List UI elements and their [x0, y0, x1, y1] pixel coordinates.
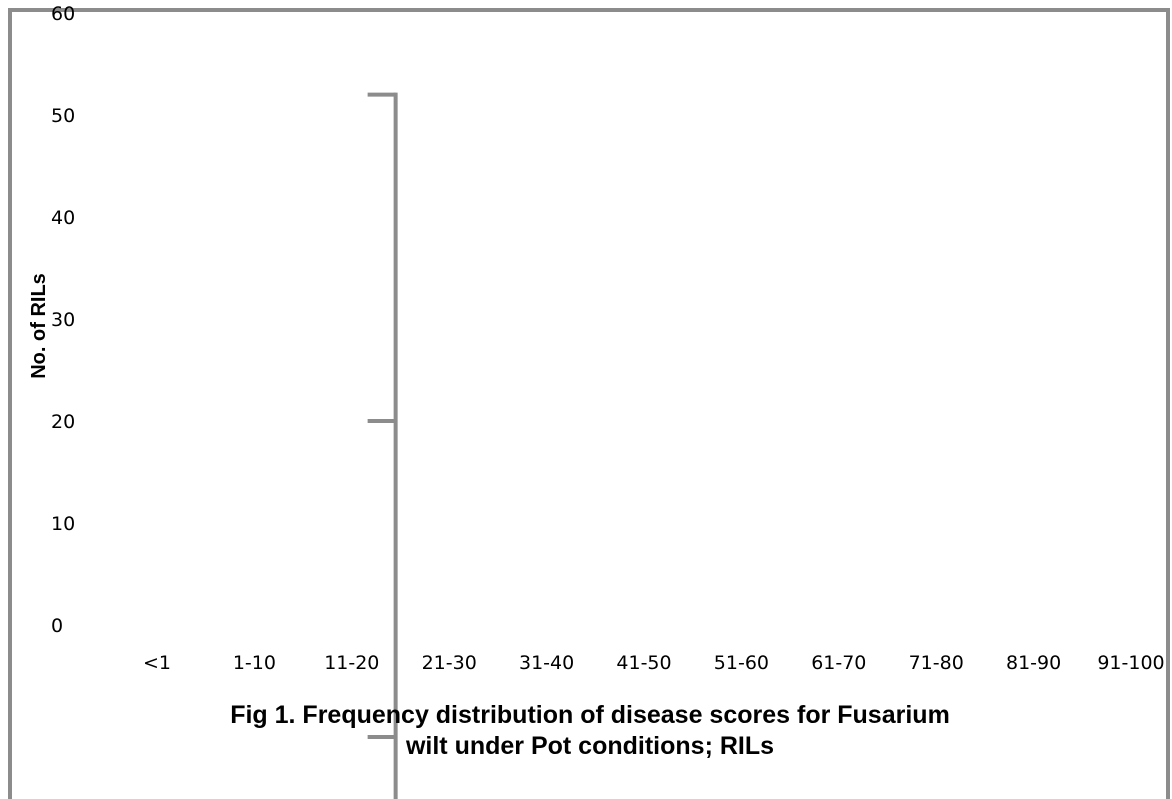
y-tick-label: 40	[51, 207, 75, 229]
chart-frame-border	[8, 8, 1170, 799]
y-tick-label: 20	[51, 411, 75, 433]
y-tick-label: 60	[51, 3, 75, 25]
x-tick-label: 81-90	[1006, 652, 1061, 674]
x-tick-label: 21-30	[422, 652, 477, 674]
y-axis-ticks: 0 10 20 30 40 50 60	[51, 3, 75, 637]
y-tick-label: 0	[51, 615, 63, 637]
x-axis-ticks: <1 1-10 11-20 21-30 31-40 41-50 51-60 61-70 71-8…	[143, 652, 1165, 674]
y-tick-label: 30	[51, 309, 75, 331]
x-tick-label: <1	[143, 652, 171, 674]
x-tick-label: 51-60	[714, 652, 769, 674]
chart-title-line-2: wilt under Pot conditions; RILs	[405, 732, 775, 760]
y-axis-label: No. of RILs	[28, 273, 50, 379]
chart-title: Fig 1. Frequency distribution of disease…	[160, 700, 1020, 762]
x-tick-label: 41-50	[616, 652, 671, 674]
x-tick-label: 61-70	[811, 652, 866, 674]
x-tick-label: 31-40	[519, 652, 574, 674]
y-tick-label: 10	[51, 513, 75, 535]
chart-title-line-1: Fig 1. Frequency distribution of disease…	[230, 701, 950, 729]
x-tick-label: 91-100	[1097, 652, 1164, 674]
x-tick-label: 71-80	[909, 652, 964, 674]
y-tick-label: 50	[51, 105, 75, 127]
x-tick-label: 1-10	[233, 652, 276, 674]
bars	[367, 92, 398, 799]
x-tick-label: 11-20	[324, 652, 379, 674]
